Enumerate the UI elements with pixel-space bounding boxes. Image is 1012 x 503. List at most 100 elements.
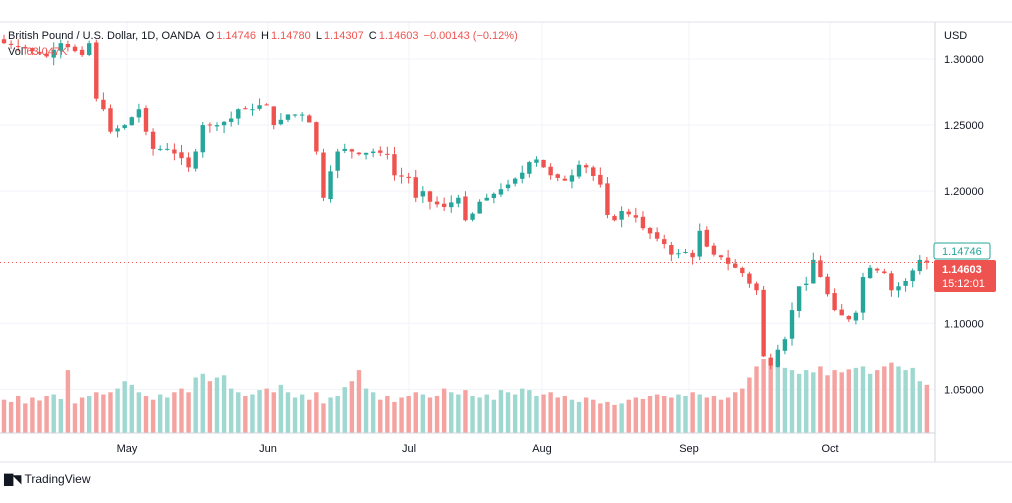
candle-body [392,154,397,176]
volume-bar [626,399,631,433]
volume-bar [470,396,475,433]
volume-bar [108,392,113,433]
candle-body [917,259,923,272]
volume-bar [136,392,142,433]
volume-bar [576,401,582,433]
candles [1,34,930,370]
volume-bar [768,364,773,433]
volume-bar [896,366,901,433]
volume-bar [747,377,752,433]
volume-bar [818,366,823,433]
candle-body [434,201,440,205]
change-value: −0.00143 (−0.12%) [423,30,518,42]
volume-bar [378,399,383,433]
candle-body [470,213,475,220]
candle-body [591,167,596,176]
symbol-title[interactable]: British Pound / U.S. Dollar, 1D, OANDA [8,30,201,42]
tradingview-brand[interactable]: ▇◥ TradingView [4,472,91,486]
volume-bar [370,392,376,433]
volume-bar [129,384,134,433]
volume-bar [271,392,276,433]
volume-bar [72,403,78,433]
candle-body [292,114,298,116]
volume-bar [662,396,667,433]
candle-body [335,151,340,171]
candle-body [654,232,660,239]
volume-bar [207,381,213,433]
candle-body [669,245,674,255]
candle-body [775,349,781,367]
candle-body [143,108,149,132]
candle-body [299,114,305,116]
candle-body [562,178,568,181]
candle-body [420,191,426,197]
brand-name: TradingView [24,472,91,486]
volume-bar [342,387,347,433]
volume-bar [101,394,106,433]
candle-body [498,189,504,195]
tradingview-logo-icon: ▇◥ [4,472,21,486]
volume-bar [697,394,702,433]
volume-bar [15,396,21,433]
month-tick-label: Jul [402,443,416,455]
candle-body [157,148,163,150]
volume-bar [8,401,14,433]
volume-label[interactable]: Vol [8,46,24,58]
volume-bar [427,397,433,433]
candle-body [236,109,241,119]
month-tick-label: Aug [532,443,552,455]
volume-bar [754,366,759,433]
candle-body [271,106,276,126]
volume-bar [583,397,589,433]
candle-body [243,108,248,110]
candle-body [427,191,433,202]
volume-bar [299,394,305,433]
volume-bar [775,360,781,433]
volume-bar [505,392,511,433]
volume-bar [555,397,560,433]
volume-bar [654,394,660,433]
candle-body [51,49,56,58]
candle-body [612,216,617,221]
candle-body [15,46,21,48]
volume-bar [456,394,461,433]
volume-bar [193,377,198,433]
volume-bar [598,403,603,433]
volume-bar [477,397,482,433]
volume-bar [591,399,596,433]
candle-body [115,128,120,132]
candle-body [8,43,14,45]
candle-body [512,178,518,184]
high-value: 1.14780 [270,30,311,42]
candle-body [811,259,816,284]
candle-body [733,263,738,268]
price-tick-label: 1.10000 [944,318,984,330]
candle-body [527,162,532,174]
volume-bar [789,370,795,433]
volume-bar [527,390,532,433]
candle-body [832,293,837,311]
candle-body [370,151,376,154]
volume-bar [690,392,695,433]
volume-bar [165,397,170,433]
volume-bar [356,370,362,433]
candle-body [882,271,887,274]
candle-body [875,268,880,271]
countdown-text: 15:12:01 [942,278,985,290]
volume-bar [832,370,837,433]
candle-body [754,283,759,291]
open-price-tag-text: 1.14746 [942,246,982,258]
volume-bar [250,394,255,433]
volume-bar [65,370,71,433]
candle-body [605,183,610,215]
volume-bar [740,388,745,433]
candle-body [385,153,390,155]
volume-bar [44,396,49,433]
volume-bar [321,403,326,433]
candle-body [505,184,511,189]
candle-body [598,174,603,185]
volume-bar [79,397,85,433]
volume-bar [804,370,809,433]
